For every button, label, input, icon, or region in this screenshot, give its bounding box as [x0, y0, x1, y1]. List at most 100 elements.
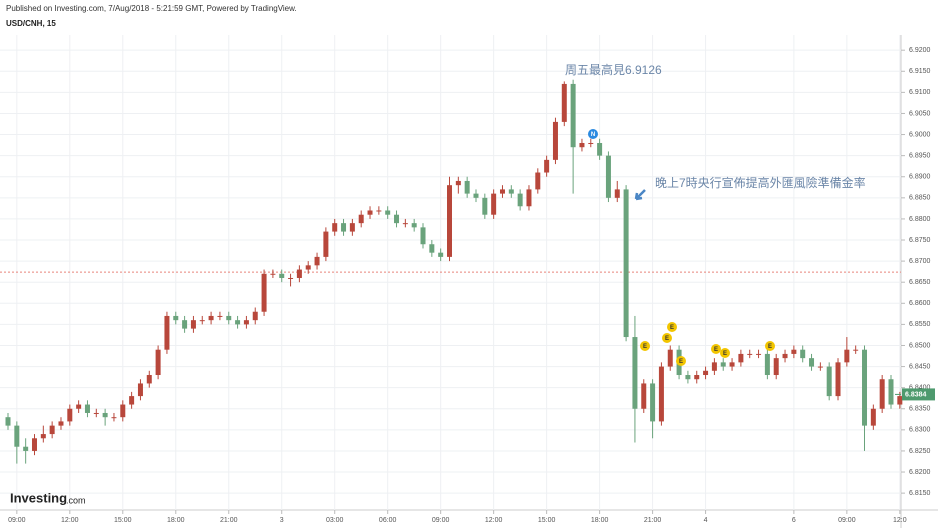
candle-body: [111, 417, 117, 419]
candle-body: [76, 404, 82, 409]
event-marker: [588, 129, 598, 139]
candle-body: [809, 358, 815, 367]
candle-body: [402, 223, 408, 225]
event-marker: [676, 356, 686, 366]
candle-body: [764, 353, 770, 376]
candle-body: [235, 320, 241, 325]
event-marker: [711, 344, 721, 354]
x-tick-label: 06:00: [379, 517, 397, 524]
y-tick-label: 6.8450: [909, 363, 931, 370]
candle-body: [84, 404, 90, 413]
candle-body: [800, 349, 806, 359]
y-tick-label: 6.9200: [909, 47, 931, 54]
x-tick-label: 12:00: [485, 517, 503, 524]
y-tick-label: 6.8200: [909, 469, 931, 476]
candle-body: [243, 320, 249, 325]
candle-body: [314, 256, 320, 266]
y-tick-label: 6.8150: [909, 490, 931, 497]
candle-body: [217, 315, 223, 317]
y-tick-label: 6.8500: [909, 342, 931, 349]
x-tick-label: 15:00: [538, 517, 556, 524]
event-marker: [765, 341, 775, 351]
x-tick-label: 6: [792, 517, 796, 524]
candle-body: [508, 189, 514, 194]
candle-body: [102, 412, 108, 418]
logo-suffix: .com: [66, 495, 86, 505]
event-label: E: [714, 347, 718, 353]
candle-body: [544, 159, 550, 173]
candle-body: [146, 375, 152, 384]
candle-body: [288, 277, 294, 279]
candle-body: [296, 269, 302, 278]
candle-body: [482, 197, 488, 215]
candle-body: [862, 349, 868, 426]
candle-body: [23, 446, 29, 451]
y-tick-label: 6.9050: [909, 110, 931, 117]
candle-body: [464, 180, 470, 194]
candle-body: [641, 383, 647, 409]
candle-body: [93, 412, 99, 414]
candle-body: [394, 214, 400, 224]
candle-body: [455, 180, 461, 186]
candle-body: [897, 396, 903, 405]
x-tick-label: 12:0: [893, 517, 907, 524]
event-marker: [662, 333, 672, 343]
candle-body: [579, 142, 585, 148]
candle-body: [703, 370, 709, 376]
candle-body: [252, 311, 258, 321]
x-tick-label: 18:00: [167, 517, 185, 524]
y-tick-label: 6.8600: [909, 300, 931, 307]
candle-body: [694, 375, 700, 380]
candle-body: [756, 353, 762, 355]
event-marker: [720, 348, 730, 358]
candle-body: [650, 383, 656, 422]
x-tick-label: 3: [280, 517, 284, 524]
x-tick-label: 21:00: [220, 517, 238, 524]
candle-body: [31, 438, 37, 451]
candle-body: [367, 210, 373, 215]
candle-body: [888, 379, 894, 405]
event-label: E: [643, 344, 647, 350]
candle-body: [605, 155, 611, 198]
candle-body: [738, 353, 744, 363]
x-tick-label: 21:00: [644, 517, 662, 524]
x-tick-label: 09:00: [432, 517, 450, 524]
candle-body: [588, 142, 594, 144]
candle-body: [499, 189, 505, 194]
candle-body: [190, 320, 196, 329]
x-tick-label: 03:00: [326, 517, 344, 524]
x-tick-label: 12:00: [61, 517, 79, 524]
candle-body: [385, 210, 391, 215]
y-tick-label: 6.8850: [909, 195, 931, 202]
candle-body: [491, 193, 497, 215]
candle-body: [173, 315, 179, 321]
candle-body: [782, 353, 788, 359]
logo: Investing: [10, 490, 67, 505]
last-price-box: [902, 388, 935, 401]
candle-body: [844, 349, 850, 363]
candle-body: [791, 349, 797, 354]
candle-body: [332, 223, 338, 232]
candle-body: [597, 142, 603, 156]
candle-body: [853, 349, 859, 351]
candle-body: [623, 189, 629, 338]
annotation: 周五最高見6.9126: [565, 62, 662, 77]
candle-body: [552, 121, 558, 160]
candle-body: [826, 366, 832, 397]
candle-body: [376, 210, 382, 212]
event-marker: [640, 341, 650, 351]
candle-body: [561, 83, 567, 122]
candle-body: [711, 362, 717, 371]
candle-body: [667, 349, 673, 367]
candle-body: [720, 362, 726, 367]
candle-body: [164, 315, 170, 350]
candle-body: [870, 408, 876, 426]
y-tick-label: 6.8550: [909, 321, 931, 328]
event-label: N: [591, 132, 595, 138]
candle-body: [208, 315, 214, 321]
event-label: E: [768, 344, 772, 350]
candle-body: [570, 83, 576, 148]
candle-body: [14, 425, 20, 447]
candle-body: [526, 189, 532, 207]
